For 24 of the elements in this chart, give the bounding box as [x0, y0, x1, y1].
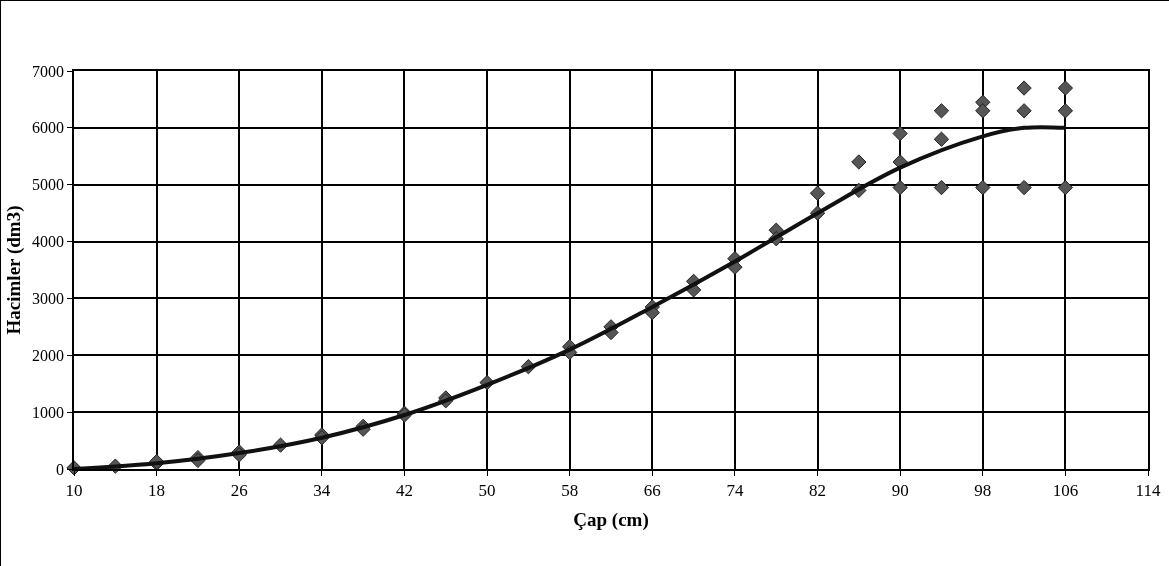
y-tick-label: 2000	[32, 346, 65, 364]
x-tick-label: 58	[561, 481, 579, 501]
y-tick-label: 1000	[32, 403, 65, 421]
y-axis-title: Hacimler (dm3)	[3, 205, 26, 335]
x-tick-label: 90	[891, 481, 909, 501]
x-tick-label: 18	[148, 481, 166, 501]
x-tick-label: 114	[1135, 481, 1161, 501]
x-tick-label: 42	[395, 481, 413, 501]
y-tick-label: 4000	[32, 233, 65, 251]
x-tick-label: 82	[809, 481, 827, 501]
y-tick-label: 5000	[32, 176, 65, 194]
y-tick-label: 3000	[32, 290, 65, 308]
x-tick-label: 26	[230, 481, 248, 501]
y-tick-label: 6000	[32, 119, 65, 137]
x-tick-label: 66	[643, 481, 661, 501]
x-tick-label: 34	[313, 481, 331, 501]
x-tick-label: 10	[65, 481, 83, 501]
x-axis-title: Çap (cm)	[573, 509, 649, 532]
y-tick-label: 0	[56, 460, 65, 478]
y-tick-label: 7000	[32, 62, 65, 80]
x-tick-label: 98	[974, 481, 992, 501]
x-tick-label: 106	[1052, 481, 1079, 501]
x-tick-label: 74	[726, 481, 744, 501]
x-tick-label: 50	[478, 481, 496, 501]
